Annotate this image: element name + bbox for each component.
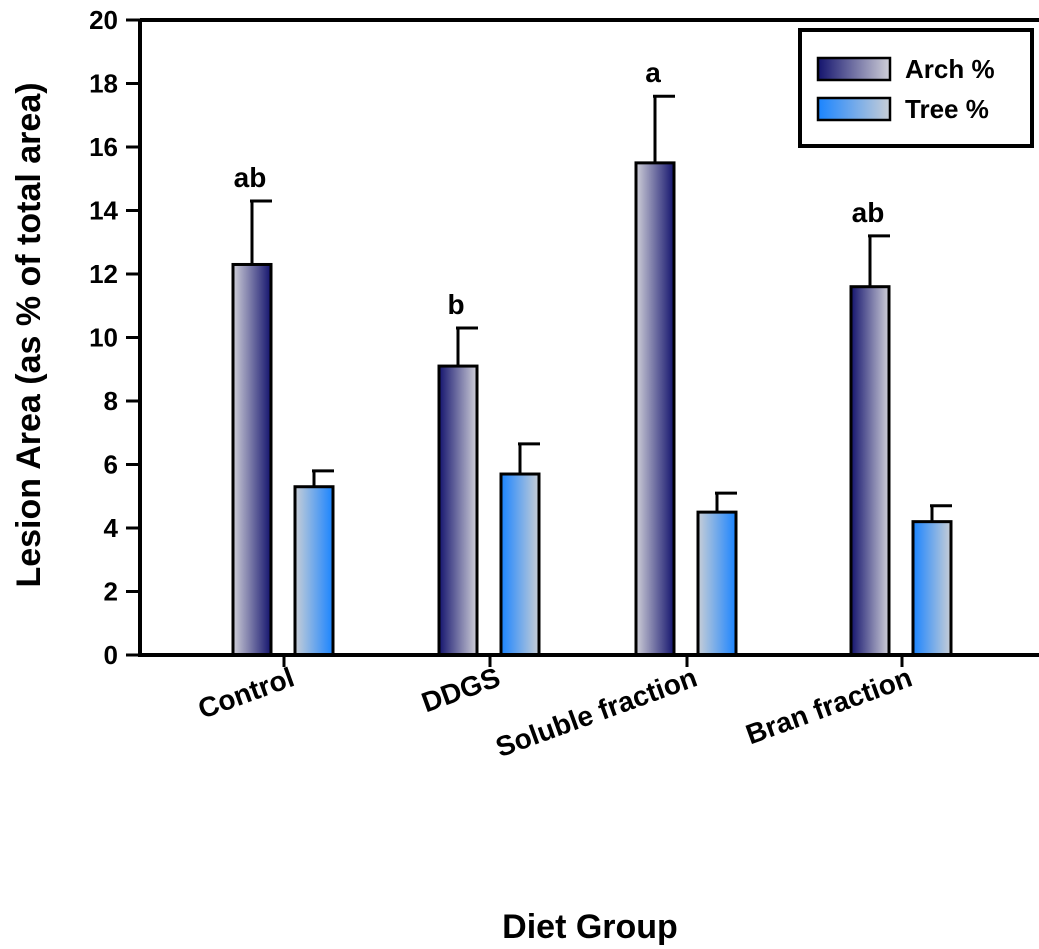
y-tick-label: 4 — [104, 513, 119, 543]
bar-tree-3 — [911, 520, 953, 657]
x-category-label: Control — [194, 662, 298, 725]
bar-tree-1 — [499, 472, 541, 657]
y-ticks: 0 2 4 6 8 10 12 14 16 18 20 — [89, 5, 140, 670]
significance-label: a — [645, 57, 661, 88]
y-tick-label: 2 — [104, 577, 118, 607]
y-axis-label: Lesion Area (as % of total area) — [10, 82, 48, 587]
error-bars — [250, 94, 952, 522]
y-tick-label: 0 — [104, 640, 118, 670]
bars — [231, 161, 953, 657]
bar-tree-0 — [293, 485, 335, 657]
x-category-label: DDGS — [417, 662, 504, 719]
significance-labels: ab b a ab — [234, 57, 885, 320]
significance-label: ab — [852, 197, 885, 228]
legend-swatch-arch — [816, 56, 892, 82]
y-tick-label: 10 — [89, 323, 118, 353]
x-category-label: Soluble fraction — [492, 662, 701, 763]
legend-swatch-tree — [816, 96, 892, 122]
bar-arch-3 — [849, 285, 891, 657]
bar-tree-2 — [696, 510, 738, 657]
legend-box — [798, 28, 1034, 148]
significance-label: b — [447, 289, 464, 320]
y-tick-label: 6 — [104, 450, 118, 480]
x-category-label: Bran fraction — [742, 662, 916, 751]
legend-label-arch: Arch % — [905, 54, 995, 84]
x-axis-label: Diet Group — [502, 908, 678, 946]
y-tick-label: 14 — [89, 196, 118, 226]
legend: Arch % Tree % — [798, 28, 1034, 148]
y-tick-label: 12 — [89, 259, 118, 289]
bar-arch-2 — [634, 161, 676, 657]
significance-label: ab — [234, 162, 267, 193]
y-tick-label: 18 — [89, 69, 118, 99]
y-tick-label: 16 — [89, 132, 118, 162]
y-tick-label: 8 — [104, 386, 118, 416]
legend-label-tree: Tree % — [905, 94, 989, 124]
bar-arch-1 — [437, 364, 479, 657]
y-tick-label: 20 — [89, 5, 118, 35]
bar-arch-0 — [231, 262, 273, 657]
